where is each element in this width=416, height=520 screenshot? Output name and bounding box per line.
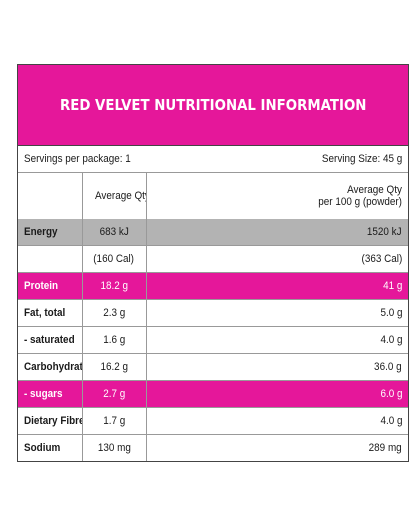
nutrient-per-100g: 41 g [382, 280, 402, 292]
nutrient-row: (160 Cal) (363 Cal) [18, 245, 408, 273]
nutrient-per-serving-cell: 2.7 g [82, 380, 147, 408]
nutrient-per-serving: 1.7 g [102, 415, 126, 427]
nutrition-table: Servings per package: 1 Serving Size: 45… [18, 146, 408, 461]
nutrient-per-serving: 130 mg [97, 442, 131, 454]
nutrient-per-serving: 2.7 g [102, 388, 126, 400]
nutrient-per-100g: 6.0 g [379, 388, 402, 400]
nutrient-label-cell: Protein [18, 272, 83, 300]
nutrient-row: - sugars 2.7 g 6.0 g [18, 380, 408, 408]
header-per-serving: Average Qty per Serving [94, 190, 145, 202]
header-per-100g-cell: Average Qty per 100 g (powder) [146, 173, 408, 220]
nutrient-per-serving: 16.2 g [100, 361, 128, 373]
nutrient-per-serving-cell: (160 Cal) [82, 245, 147, 273]
nutrient-label-cell: - saturated [18, 326, 83, 354]
nutrient-per-100g-cell: 4.0 g [146, 326, 408, 354]
nutrient-label: - saturated [24, 334, 75, 346]
nutrient-per-100g-cell: 36.0 g [146, 353, 408, 381]
nutrient-label: Carbohydrate [24, 361, 82, 373]
nutrient-per-100g: 1520 kJ [367, 226, 402, 238]
nutrient-per-100g: 4.0 g [379, 415, 402, 427]
serving-size: Serving Size: 45 g [321, 153, 402, 165]
header-per-100g-line1: Average Qty [347, 184, 402, 196]
nutrient-label: Protein [24, 280, 59, 292]
servings-row: Servings per package: 1 Serving Size: 45… [18, 146, 408, 173]
nutrient-label: Energy [24, 226, 58, 238]
nutrient-label-cell [18, 245, 83, 273]
nutrient-per-serving: 1.6 g [102, 334, 126, 346]
nutrient-per-100g: 36.0 g [374, 361, 402, 373]
nutrient-label: Dietary Fibre [24, 415, 82, 427]
servings-per-package: Servings per package: 1 [24, 153, 131, 165]
nutrient-rows: Energy 683 kJ 1520 kJ (160 Cal) (363 Cal) Pro… [18, 219, 408, 461]
nutrient-per-100g-cell: 4.0 g [146, 407, 408, 435]
nutrient-per-100g-cell: 6.0 g [146, 380, 408, 408]
nutrient-per-100g: 5.0 g [379, 307, 402, 319]
nutrient-label: Sodium [24, 442, 61, 454]
nutrient-per-serving-cell: 1.6 g [82, 326, 147, 354]
nutrient-row: Energy 683 kJ 1520 kJ [18, 219, 408, 246]
nutrient-per-serving: (160 Cal) [93, 253, 135, 265]
nutrient-per-100g-cell: 41 g [146, 272, 408, 300]
nutrient-per-100g-cell: (363 Cal) [146, 245, 408, 273]
nutrient-per-100g-cell: 289 mg [146, 435, 408, 462]
nutrient-per-serving-cell: 18.2 g [82, 272, 147, 300]
nutrient-row: - saturated 1.6 g 4.0 g [18, 326, 408, 354]
serving-size-cell: Serving Size: 45 g [146, 146, 408, 173]
nutrient-row: Carbohydrate 16.2 g 36.0 g [18, 353, 408, 381]
nutrient-per-serving: 2.3 g [102, 307, 126, 319]
panel-title: RED VELVET NUTRITIONAL INFORMATION [59, 96, 367, 114]
servings-per-package-cell: Servings per package: 1 [18, 146, 146, 173]
nutrition-panel: RED VELVET NUTRITIONAL INFORMATION Servi… [17, 64, 409, 462]
nutrient-per-serving-cell: 1.7 g [82, 407, 147, 435]
nutrient-per-100g: 4.0 g [379, 334, 402, 346]
nutrient-label: Fat, total [24, 307, 66, 319]
nutrient-row: Sodium 130 mg 289 mg [18, 434, 408, 462]
nutrient-per-serving: 18.2 g [100, 280, 128, 292]
nutrient-per-serving-cell: 2.3 g [82, 299, 147, 327]
nutrient-row: Protein 18.2 g 41 g [18, 272, 408, 300]
nutrient-label-cell: Energy [18, 219, 83, 246]
nutrient-label-cell: Carbohydrate [18, 353, 83, 381]
nutrient-label-cell: Fat, total [18, 299, 83, 327]
nutrient-per-serving: 683 kJ [99, 226, 129, 238]
nutrient-label-cell: - sugars [18, 380, 83, 408]
nutrient-per-serving-cell: 16.2 g [82, 353, 147, 381]
title-band: RED VELVET NUTRITIONAL INFORMATION [18, 65, 408, 146]
nutrient-per-serving-cell: 683 kJ [82, 219, 147, 246]
header-per-100g-line2: per 100 g (powder) [318, 196, 402, 208]
nutrient-label-cell: Sodium [18, 434, 83, 461]
nutrient-per-100g: (363 Cal) [361, 253, 402, 265]
nutrient-label-cell: Dietary Fibre [18, 407, 83, 435]
column-header-row: Average Qty per Serving Average Qty per … [18, 172, 408, 220]
nutrient-label: - sugars [24, 388, 63, 400]
header-per-serving-cell: Average Qty per Serving [82, 172, 147, 219]
nutrient-per-serving-cell: 130 mg [82, 434, 147, 461]
nutrient-row: Dietary Fibre 1.7 g 4.0 g [18, 407, 408, 435]
nutrient-per-100g-cell: 5.0 g [146, 299, 408, 327]
nutrient-per-100g-cell: 1520 kJ [146, 219, 408, 246]
header-blank-cell [18, 172, 83, 219]
nutrient-row: Fat, total 2.3 g 5.0 g [18, 299, 408, 327]
nutrient-per-100g: 289 mg [368, 442, 402, 454]
